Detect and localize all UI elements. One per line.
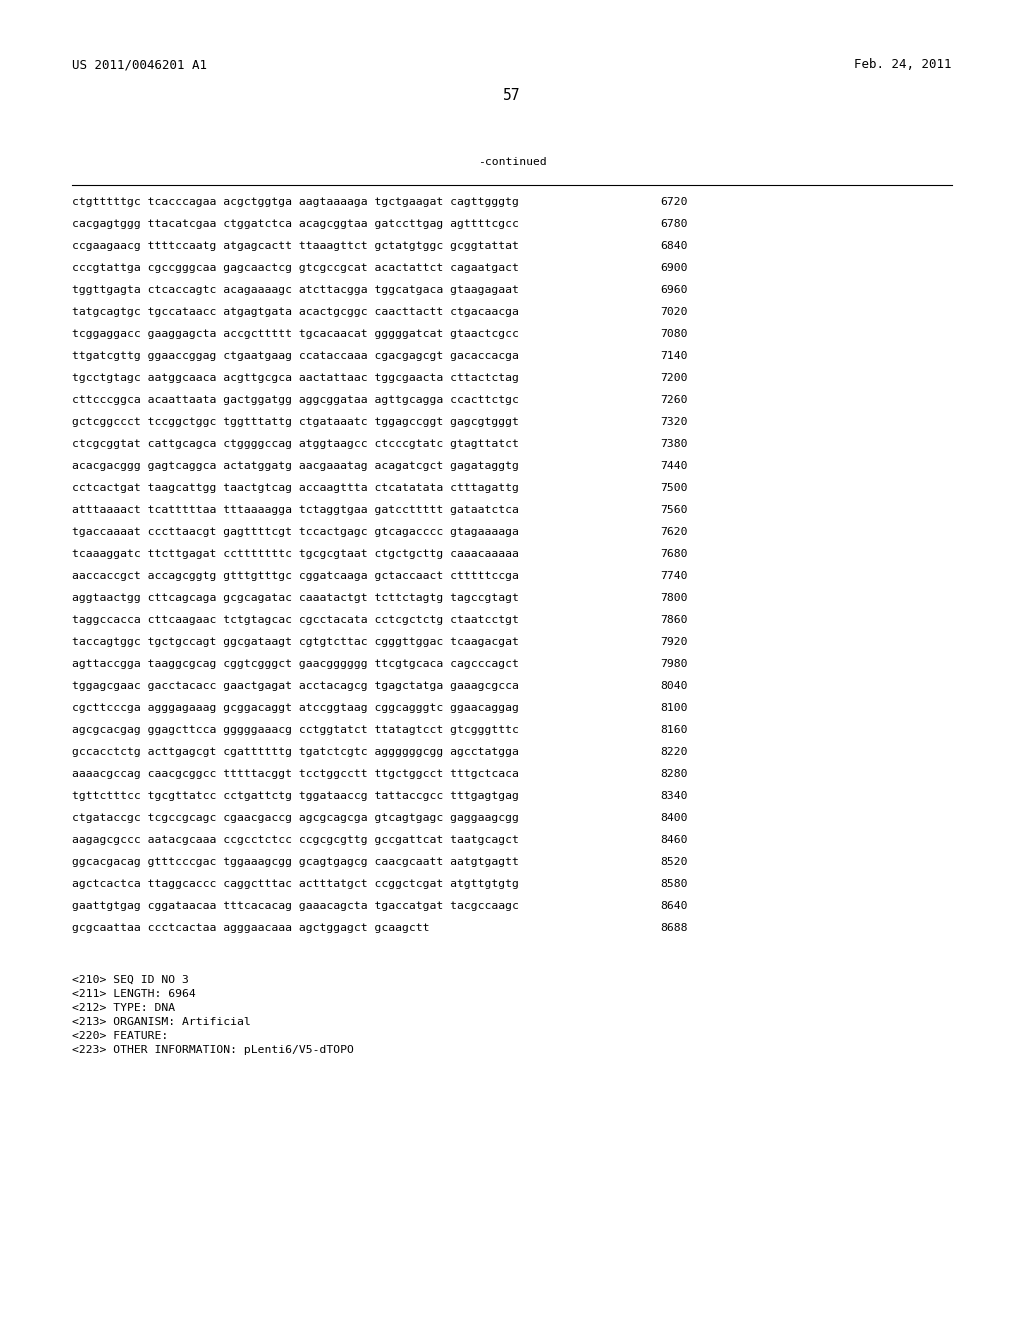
Text: 7560: 7560 bbox=[660, 506, 687, 515]
Text: <220> FEATURE:: <220> FEATURE: bbox=[72, 1031, 168, 1041]
Text: tgttctttcc tgcgttatcc cctgattctg tggataaccg tattaccgcc tttgagtgag: tgttctttcc tgcgttatcc cctgattctg tggataa… bbox=[72, 791, 519, 801]
Text: taccagtggc tgctgccagt ggcgataagt cgtgtcttac cgggttggac tcaagacgat: taccagtggc tgctgccagt ggcgataagt cgtgtct… bbox=[72, 638, 519, 647]
Text: cacgagtggg ttacatcgaa ctggatctca acagcggtaa gatccttgag agttttcgcc: cacgagtggg ttacatcgaa ctggatctca acagcgg… bbox=[72, 219, 519, 228]
Text: 57: 57 bbox=[503, 88, 521, 103]
Text: tcggaggacc gaaggagcta accgcttttt tgcacaacat gggggatcat gtaactcgcc: tcggaggacc gaaggagcta accgcttttt tgcacaa… bbox=[72, 329, 519, 339]
Text: <212> TYPE: DNA: <212> TYPE: DNA bbox=[72, 1003, 175, 1012]
Text: 8688: 8688 bbox=[660, 923, 687, 933]
Text: 6960: 6960 bbox=[660, 285, 687, 294]
Text: 8460: 8460 bbox=[660, 836, 687, 845]
Text: agctcactca ttaggcaccc caggctttac actttatgct ccggctcgat atgttgtgtg: agctcactca ttaggcaccc caggctttac actttat… bbox=[72, 879, 519, 888]
Text: tggagcgaac gacctacacc gaactgagat acctacagcg tgagctatga gaaagcgcca: tggagcgaac gacctacacc gaactgagat acctaca… bbox=[72, 681, 519, 690]
Text: gaattgtgag cggataacaa tttcacacag gaaacagcta tgaccatgat tacgccaagc: gaattgtgag cggataacaa tttcacacag gaaacag… bbox=[72, 902, 519, 911]
Text: 8280: 8280 bbox=[660, 770, 687, 779]
Text: tgcctgtagc aatggcaaca acgttgcgca aactattaac tggcgaacta cttactctag: tgcctgtagc aatggcaaca acgttgcgca aactatt… bbox=[72, 374, 519, 383]
Text: cctcactgat taagcattgg taactgtcag accaagttta ctcatatata ctttagattg: cctcactgat taagcattgg taactgtcag accaagt… bbox=[72, 483, 519, 492]
Text: 8340: 8340 bbox=[660, 791, 687, 801]
Text: 7980: 7980 bbox=[660, 659, 687, 669]
Text: <223> OTHER INFORMATION: pLenti6/V5-dTOPO: <223> OTHER INFORMATION: pLenti6/V5-dTOP… bbox=[72, 1045, 354, 1055]
Text: cccgtattga cgccgggcaa gagcaactcg gtcgccgcat acactattct cagaatgact: cccgtattga cgccgggcaa gagcaactcg gtcgccg… bbox=[72, 263, 519, 273]
Text: cgcttcccga agggagaaag gcggacaggt atccggtaag cggcagggtc ggaacaggag: cgcttcccga agggagaaag gcggacaggt atccggt… bbox=[72, 704, 519, 713]
Text: taggccacca cttcaagaac tctgtagcac cgcctacata cctcgctctg ctaatcctgt: taggccacca cttcaagaac tctgtagcac cgcctac… bbox=[72, 615, 519, 624]
Text: 7020: 7020 bbox=[660, 308, 687, 317]
Text: 7140: 7140 bbox=[660, 351, 687, 360]
Text: aaaacgccag caacgcggcc tttttacggt tcctggcctt ttgctggcct tttgctcaca: aaaacgccag caacgcggcc tttttacggt tcctggc… bbox=[72, 770, 519, 779]
Text: 7200: 7200 bbox=[660, 374, 687, 383]
Text: Feb. 24, 2011: Feb. 24, 2011 bbox=[854, 58, 952, 71]
Text: 7320: 7320 bbox=[660, 417, 687, 426]
Text: acacgacggg gagtcaggca actatggatg aacgaaatag acagatcgct gagataggtg: acacgacggg gagtcaggca actatggatg aacgaaa… bbox=[72, 461, 519, 471]
Text: ccgaagaacg ttttccaatg atgagcactt ttaaagttct gctatgtggc gcggtattat: ccgaagaacg ttttccaatg atgagcactt ttaaagt… bbox=[72, 242, 519, 251]
Text: 6720: 6720 bbox=[660, 197, 687, 207]
Text: gcgcaattaa ccctcactaa agggaacaaa agctggagct gcaagctt: gcgcaattaa ccctcactaa agggaacaaa agctgga… bbox=[72, 923, 429, 933]
Text: aaccaccgct accagcggtg gtttgtttgc cggatcaaga gctaccaact ctttttccga: aaccaccgct accagcggtg gtttgtttgc cggatca… bbox=[72, 572, 519, 581]
Text: 7680: 7680 bbox=[660, 549, 687, 558]
Text: ctgataccgc tcgccgcagc cgaacgaccg agcgcagcga gtcagtgagc gaggaagcgg: ctgataccgc tcgccgcagc cgaacgaccg agcgcag… bbox=[72, 813, 519, 822]
Text: tgaccaaaat cccttaacgt gagttttcgt tccactgagc gtcagacccc gtagaaaaga: tgaccaaaat cccttaacgt gagttttcgt tccactg… bbox=[72, 527, 519, 537]
Text: <213> ORGANISM: Artificial: <213> ORGANISM: Artificial bbox=[72, 1016, 251, 1027]
Text: 8220: 8220 bbox=[660, 747, 687, 756]
Text: 8100: 8100 bbox=[660, 704, 687, 713]
Text: tatgcagtgc tgccataacc atgagtgata acactgcggc caacttactt ctgacaacga: tatgcagtgc tgccataacc atgagtgata acactgc… bbox=[72, 308, 519, 317]
Text: 7380: 7380 bbox=[660, 440, 687, 449]
Text: gctcggccct tccggctggc tggtttattg ctgataaatc tggagccggt gagcgtgggt: gctcggccct tccggctggc tggtttattg ctgataa… bbox=[72, 417, 519, 426]
Text: 7080: 7080 bbox=[660, 329, 687, 339]
Text: 6840: 6840 bbox=[660, 242, 687, 251]
Text: tcaaaggatc ttcttgagat cctttttttc tgcgcgtaat ctgctgcttg caaacaaaaa: tcaaaggatc ttcttgagat cctttttttc tgcgcgt… bbox=[72, 549, 519, 558]
Text: 6780: 6780 bbox=[660, 219, 687, 228]
Text: 8040: 8040 bbox=[660, 681, 687, 690]
Text: 8520: 8520 bbox=[660, 857, 687, 867]
Text: ctcgcggtat cattgcagca ctggggccag atggtaagcc ctcccgtatc gtagttatct: ctcgcggtat cattgcagca ctggggccag atggtaa… bbox=[72, 440, 519, 449]
Text: agttaccgga taaggcgcag cggtcgggct gaacgggggg ttcgtgcaca cagcccagct: agttaccgga taaggcgcag cggtcgggct gaacggg… bbox=[72, 659, 519, 669]
Text: 8640: 8640 bbox=[660, 902, 687, 911]
Text: gccacctctg acttgagcgt cgattttttg tgatctcgtc aggggggcgg agcctatgga: gccacctctg acttgagcgt cgattttttg tgatctc… bbox=[72, 747, 519, 756]
Text: US 2011/0046201 A1: US 2011/0046201 A1 bbox=[72, 58, 207, 71]
Text: 7800: 7800 bbox=[660, 593, 687, 603]
Text: cttcccggca acaattaata gactggatgg aggcggataa agttgcagga ccacttctgc: cttcccggca acaattaata gactggatgg aggcgga… bbox=[72, 395, 519, 405]
Text: 7920: 7920 bbox=[660, 638, 687, 647]
Text: agcgcacgag ggagcttcca gggggaaacg cctggtatct ttatagtcct gtcgggtttc: agcgcacgag ggagcttcca gggggaaacg cctggta… bbox=[72, 725, 519, 735]
Text: aagagcgccc aatacgcaaa ccgcctctcc ccgcgcgttg gccgattcat taatgcagct: aagagcgccc aatacgcaaa ccgcctctcc ccgcgcg… bbox=[72, 836, 519, 845]
Text: 8400: 8400 bbox=[660, 813, 687, 822]
Text: ctgtttttgc tcacccagaa acgctggtga aagtaaaaga tgctgaagat cagttgggtg: ctgtttttgc tcacccagaa acgctggtga aagtaaa… bbox=[72, 197, 519, 207]
Text: tggttgagta ctcaccagtc acagaaaagc atcttacgga tggcatgaca gtaagagaat: tggttgagta ctcaccagtc acagaaaagc atcttac… bbox=[72, 285, 519, 294]
Text: <211> LENGTH: 6964: <211> LENGTH: 6964 bbox=[72, 989, 196, 999]
Text: -continued: -continued bbox=[477, 157, 547, 168]
Text: atttaaaact tcatttttaa tttaaaagga tctaggtgaa gatccttttt gataatctca: atttaaaact tcatttttaa tttaaaagga tctaggt… bbox=[72, 506, 519, 515]
Text: ttgatcgttg ggaaccggag ctgaatgaag ccataccaaa cgacgagcgt gacaccacga: ttgatcgttg ggaaccggag ctgaatgaag ccatacc… bbox=[72, 351, 519, 360]
Text: aggtaactgg cttcagcaga gcgcagatac caaatactgt tcttctagtg tagccgtagt: aggtaactgg cttcagcaga gcgcagatac caaatac… bbox=[72, 593, 519, 603]
Text: 6900: 6900 bbox=[660, 263, 687, 273]
Text: ggcacgacag gtttcccgac tggaaagcgg gcagtgagcg caacgcaatt aatgtgagtt: ggcacgacag gtttcccgac tggaaagcgg gcagtga… bbox=[72, 857, 519, 867]
Text: 7860: 7860 bbox=[660, 615, 687, 624]
Text: 8580: 8580 bbox=[660, 879, 687, 888]
Text: 7740: 7740 bbox=[660, 572, 687, 581]
Text: 7500: 7500 bbox=[660, 483, 687, 492]
Text: 8160: 8160 bbox=[660, 725, 687, 735]
Text: 7440: 7440 bbox=[660, 461, 687, 471]
Text: <210> SEQ ID NO 3: <210> SEQ ID NO 3 bbox=[72, 975, 188, 985]
Text: 7260: 7260 bbox=[660, 395, 687, 405]
Text: 7620: 7620 bbox=[660, 527, 687, 537]
